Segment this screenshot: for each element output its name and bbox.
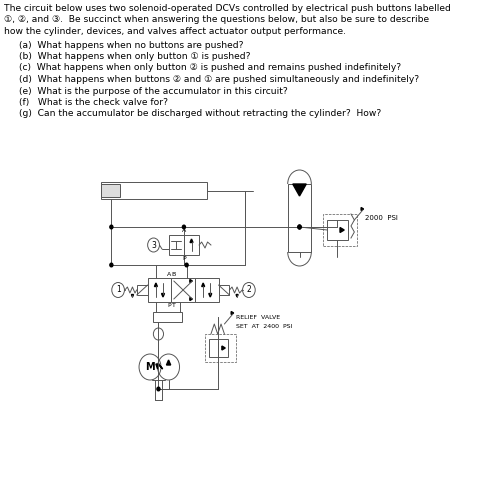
Text: T: T bbox=[172, 303, 176, 308]
Polygon shape bbox=[209, 294, 212, 297]
Bar bbox=[148, 278, 171, 302]
Bar bbox=[327, 220, 348, 240]
Polygon shape bbox=[236, 295, 238, 297]
Bar bbox=[218, 285, 229, 295]
Bar bbox=[101, 182, 207, 199]
Text: how the cylinder, devices, and valves affect actuator output performance.: how the cylinder, devices, and valves af… bbox=[4, 27, 346, 36]
Text: A: A bbox=[166, 272, 171, 277]
Polygon shape bbox=[361, 208, 363, 211]
Text: B: B bbox=[172, 272, 176, 277]
Text: (a)  What happens when no buttons are pushed?: (a) What happens when no buttons are pus… bbox=[18, 40, 243, 50]
Text: ①, ②, and ③.  Be succinct when answering the questions below, but also be sure t: ①, ②, and ③. Be succinct when answering … bbox=[4, 15, 429, 24]
Polygon shape bbox=[132, 295, 134, 297]
Polygon shape bbox=[190, 298, 192, 301]
Text: (g)  Can the accumulator be discharged without retracting the cylinder?  How?: (g) Can the accumulator be discharged wi… bbox=[18, 109, 381, 118]
Polygon shape bbox=[156, 364, 159, 369]
Circle shape bbox=[185, 263, 188, 267]
Bar bbox=[169, 235, 184, 255]
Polygon shape bbox=[190, 279, 192, 282]
Circle shape bbox=[157, 387, 160, 391]
Polygon shape bbox=[340, 228, 344, 233]
Text: M: M bbox=[145, 362, 155, 372]
Bar bbox=[136, 285, 148, 295]
Text: P: P bbox=[182, 256, 186, 261]
Text: P: P bbox=[167, 303, 170, 308]
Circle shape bbox=[110, 263, 113, 267]
Polygon shape bbox=[154, 283, 157, 286]
Text: RELIEF  VALVE: RELIEF VALVE bbox=[236, 315, 280, 320]
Circle shape bbox=[298, 225, 301, 229]
Text: (c)  What happens when only button ② is pushed and remains pushed indefinitely?: (c) What happens when only button ② is p… bbox=[18, 64, 401, 73]
Text: (e)  What is the purpose of the accumulator in this circuit?: (e) What is the purpose of the accumulat… bbox=[18, 86, 287, 95]
Bar bbox=[287, 184, 311, 252]
Text: 2000  PSI: 2000 PSI bbox=[365, 215, 398, 221]
Circle shape bbox=[298, 225, 301, 229]
Text: (d)  What happens when buttons ② and ① are pushed simultaneously and indefinitel: (d) What happens when buttons ② and ① ar… bbox=[18, 75, 419, 84]
Text: A: A bbox=[182, 229, 186, 234]
Text: (b)  What happens when only button ① is pushed?: (b) What happens when only button ① is p… bbox=[18, 52, 250, 61]
Circle shape bbox=[182, 225, 185, 229]
Polygon shape bbox=[231, 312, 234, 315]
Polygon shape bbox=[159, 365, 163, 369]
Text: (f)   What is the check valve for?: (f) What is the check valve for? bbox=[18, 98, 167, 107]
Bar bbox=[101, 184, 120, 197]
Bar bbox=[153, 312, 182, 322]
Polygon shape bbox=[293, 184, 306, 196]
Text: SET  AT  2400  PSI: SET AT 2400 PSI bbox=[236, 324, 293, 329]
Polygon shape bbox=[166, 360, 171, 365]
Bar bbox=[209, 339, 228, 357]
Text: The circuit below uses two solenoid-operated DCVs controlled by electrical push : The circuit below uses two solenoid-oper… bbox=[4, 4, 451, 13]
Polygon shape bbox=[162, 294, 165, 297]
Bar bbox=[205, 334, 236, 362]
Bar bbox=[323, 214, 357, 246]
Bar bbox=[195, 278, 218, 302]
Polygon shape bbox=[222, 346, 225, 350]
Text: 3: 3 bbox=[151, 241, 156, 249]
Bar bbox=[171, 278, 195, 302]
Text: 1: 1 bbox=[116, 285, 121, 295]
Bar bbox=[184, 235, 199, 255]
Circle shape bbox=[110, 225, 113, 229]
Polygon shape bbox=[202, 283, 205, 286]
Text: 2: 2 bbox=[246, 285, 251, 295]
Polygon shape bbox=[190, 239, 193, 243]
Circle shape bbox=[298, 225, 301, 229]
